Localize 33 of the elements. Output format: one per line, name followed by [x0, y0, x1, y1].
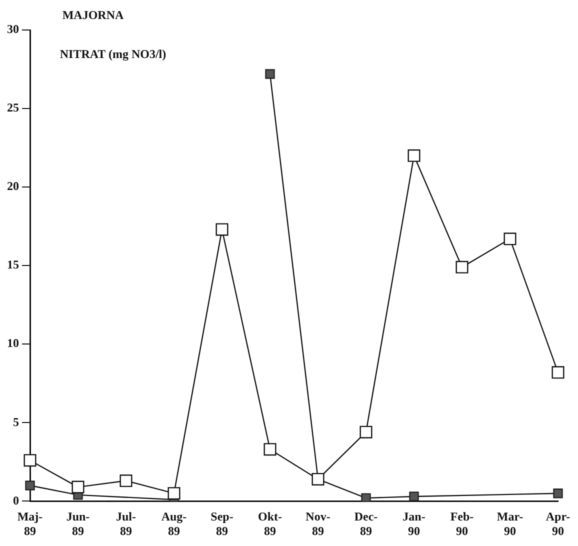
x-tick-label: Nov-89 [306, 509, 330, 538]
x-tick-label: Sep-89 [210, 509, 234, 538]
y-tick-label: 15 [7, 258, 19, 272]
y-tick-label: 20 [7, 179, 19, 194]
y-tick-label: 10 [7, 336, 19, 350]
y-tick-label: 0 [13, 493, 19, 508]
point [24, 454, 36, 467]
point [360, 426, 372, 438]
point [408, 149, 420, 162]
x-tick-label: Okt-89 [258, 509, 282, 538]
x-tick-label: Mar-90 [496, 509, 524, 538]
point [25, 480, 35, 490]
point [361, 493, 371, 502]
text: NITRAT (mg NO3/l) [60, 47, 166, 62]
point [265, 69, 275, 79]
y-tick-label: 5 [13, 414, 19, 429]
point [553, 488, 563, 498]
x-tick-label: Jan-90 [402, 509, 426, 538]
x-tick-label: Jul-89 [116, 509, 136, 538]
y-tick-label: 25 [7, 100, 19, 115]
x-tick-label: Dec-89 [354, 509, 378, 538]
x-tick-label: Apr-90 [546, 509, 570, 538]
point [264, 443, 276, 456]
point [409, 492, 419, 502]
point [456, 260, 468, 274]
x-tick-label: Aug-89 [161, 509, 187, 538]
x-tick-label: Maj-89 [17, 509, 43, 538]
x-tick-label: Jun-89 [66, 509, 90, 538]
y-tick-label: 30 [7, 22, 19, 36]
chart-title: MAJORNA [62, 8, 124, 22]
point [72, 480, 84, 494]
x-tick-label: Feb-90 [450, 509, 474, 538]
point [168, 487, 180, 500]
